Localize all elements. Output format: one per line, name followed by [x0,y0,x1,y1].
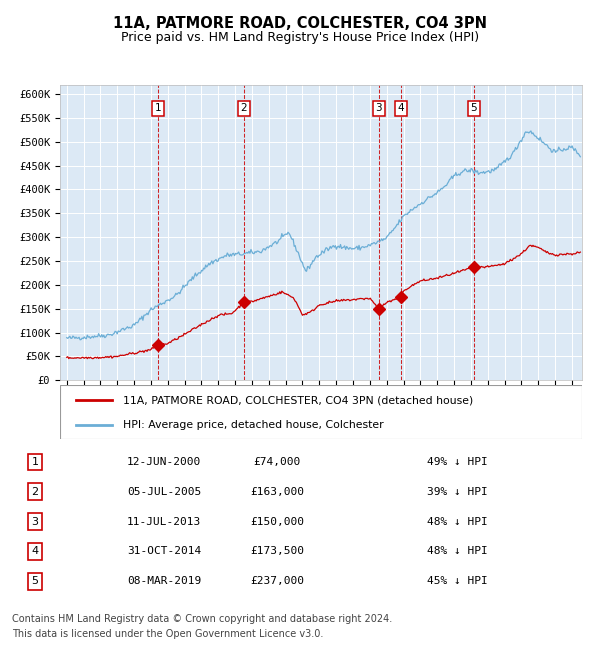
Text: £163,000: £163,000 [250,487,304,497]
Text: This data is licensed under the Open Government Licence v3.0.: This data is licensed under the Open Gov… [12,629,323,639]
Text: 48% ↓ HPI: 48% ↓ HPI [427,547,487,556]
Text: £173,500: £173,500 [250,547,304,556]
Text: 4: 4 [31,547,38,556]
Text: 5: 5 [470,103,477,113]
Text: £237,000: £237,000 [250,577,304,586]
Text: 05-JUL-2005: 05-JUL-2005 [127,487,202,497]
Text: Contains HM Land Registry data © Crown copyright and database right 2024.: Contains HM Land Registry data © Crown c… [12,614,392,624]
Text: Price paid vs. HM Land Registry's House Price Index (HPI): Price paid vs. HM Land Registry's House … [121,31,479,44]
Text: 08-MAR-2019: 08-MAR-2019 [127,577,202,586]
Text: 5: 5 [32,577,38,586]
Text: 45% ↓ HPI: 45% ↓ HPI [427,577,487,586]
Text: 31-OCT-2014: 31-OCT-2014 [127,547,202,556]
Text: 11A, PATMORE ROAD, COLCHESTER, CO4 3PN: 11A, PATMORE ROAD, COLCHESTER, CO4 3PN [113,16,487,31]
Text: £74,000: £74,000 [253,457,301,467]
Text: 11A, PATMORE ROAD, COLCHESTER, CO4 3PN (detached house): 11A, PATMORE ROAD, COLCHESTER, CO4 3PN (… [122,395,473,406]
Text: 3: 3 [32,517,38,526]
Text: 2: 2 [31,487,38,497]
Text: 48% ↓ HPI: 48% ↓ HPI [427,517,487,526]
Text: £150,000: £150,000 [250,517,304,526]
Text: 3: 3 [375,103,382,113]
Text: 49% ↓ HPI: 49% ↓ HPI [427,457,487,467]
Text: 2: 2 [241,103,247,113]
Text: 4: 4 [397,103,404,113]
Text: 1: 1 [32,457,38,467]
Text: HPI: Average price, detached house, Colchester: HPI: Average price, detached house, Colc… [122,421,383,430]
Text: 39% ↓ HPI: 39% ↓ HPI [427,487,487,497]
Text: 11-JUL-2013: 11-JUL-2013 [127,517,202,526]
Text: 1: 1 [155,103,161,113]
Text: 12-JUN-2000: 12-JUN-2000 [127,457,202,467]
